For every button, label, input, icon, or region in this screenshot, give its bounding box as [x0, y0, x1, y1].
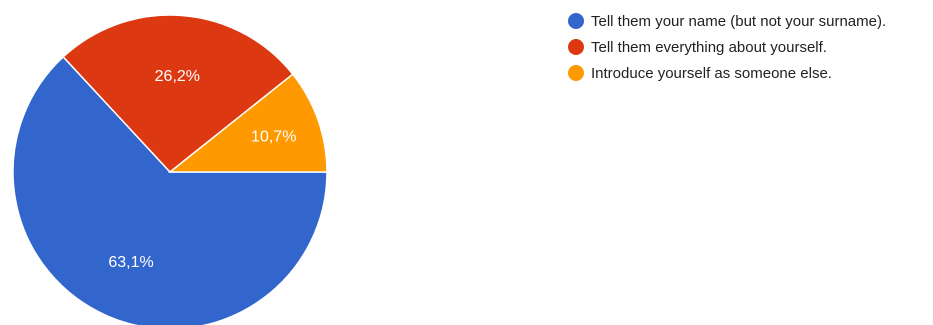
slice-label-everything: 26,2%: [155, 68, 200, 85]
legend-item-someone-else[interactable]: Introduce yourself as someone else.: [568, 64, 928, 84]
legend-swatch-blue: [568, 13, 584, 29]
chart-legend: Tell them your name (but not your surnam…: [568, 12, 928, 90]
legend-label: Tell them your name (but not your surnam…: [591, 13, 887, 30]
pie-slice-name-only[interactable]: [12, 55, 328, 325]
legend-item-everything[interactable]: Tell them everything about yourself.: [568, 38, 928, 58]
legend-swatch-red: [568, 39, 584, 55]
legend-label: Tell them everything about yourself.: [591, 39, 827, 56]
legend-label: Introduce yourself as someone else.: [591, 65, 832, 82]
slice-label-someone-else: 10,7%: [251, 129, 296, 146]
pie-slice-everything[interactable]: [62, 14, 294, 174]
slice-label-name-only: 63,1%: [108, 254, 153, 271]
legend-swatch-orange: [568, 65, 584, 81]
pie-slice-someone-else[interactable]: [167, 73, 328, 173]
legend-item-name-only[interactable]: Tell them your name (but not your surnam…: [568, 12, 928, 32]
